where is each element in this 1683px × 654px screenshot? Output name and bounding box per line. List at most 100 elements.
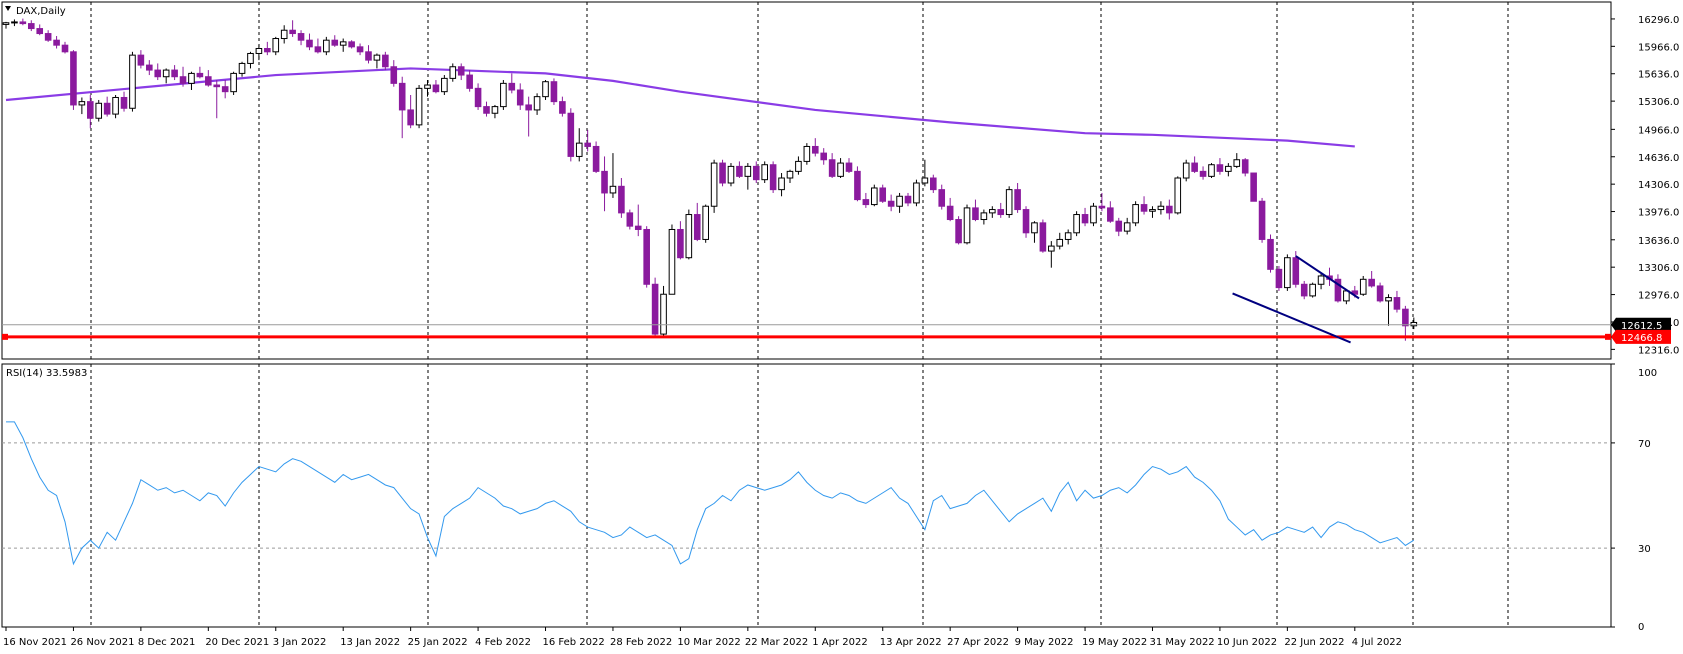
candle-body bbox=[415, 87, 423, 126]
candle-body bbox=[1073, 214, 1080, 234]
candle-body bbox=[904, 195, 912, 204]
candle-bear bbox=[297, 30, 305, 46]
candle-body bbox=[441, 77, 448, 93]
candle-bear bbox=[946, 197, 954, 222]
candle-bear bbox=[103, 96, 111, 117]
candle-bear bbox=[879, 184, 887, 203]
candle-bull bbox=[373, 53, 381, 69]
candle-body bbox=[618, 185, 625, 214]
wedge-lower-line bbox=[1232, 292, 1351, 344]
candle-bear bbox=[1115, 217, 1123, 237]
candle-body bbox=[938, 189, 946, 207]
candle-body bbox=[946, 205, 954, 221]
candle-bear bbox=[314, 38, 322, 54]
price-axis-label: 13306.0 bbox=[1638, 263, 1679, 274]
candle-body bbox=[1250, 172, 1257, 202]
rsi-axis-label: 100 bbox=[1638, 368, 1657, 379]
candle-body bbox=[1292, 257, 1300, 285]
candle-bear bbox=[1216, 158, 1224, 175]
candle-body bbox=[752, 165, 760, 181]
candle-bull bbox=[1317, 272, 1325, 290]
candle-body bbox=[1064, 232, 1072, 240]
candle-bull bbox=[1225, 163, 1232, 177]
candle-bull bbox=[188, 71, 195, 91]
price-axis-label: 12316.0 bbox=[1638, 345, 1679, 356]
candle-bear bbox=[1275, 266, 1283, 291]
candle-body bbox=[1393, 297, 1401, 310]
candle-bear bbox=[1258, 197, 1266, 243]
candle-body bbox=[921, 177, 929, 184]
candle-bull bbox=[129, 51, 136, 112]
candle-bear bbox=[348, 40, 355, 49]
title-dropdown-icon[interactable] bbox=[5, 6, 11, 11]
candle-bear bbox=[904, 192, 912, 207]
candle-body bbox=[1216, 164, 1224, 172]
candle-body bbox=[1048, 245, 1055, 252]
candle-body bbox=[1368, 278, 1375, 287]
candle-bear bbox=[634, 204, 642, 237]
candle-bear bbox=[1393, 290, 1401, 313]
time-axis-label: 4 Jul 2022 bbox=[1352, 637, 1402, 648]
candle-bear bbox=[87, 94, 94, 129]
candle-bear bbox=[289, 20, 296, 37]
candle-body bbox=[1309, 283, 1316, 297]
candle-body bbox=[11, 21, 18, 24]
price-panel: DAX,Daily bbox=[1, 1, 1612, 360]
candle-body bbox=[668, 228, 676, 295]
candle-body bbox=[989, 209, 996, 214]
candle-body bbox=[27, 23, 35, 30]
candle-body bbox=[1300, 283, 1308, 297]
candle-body bbox=[516, 89, 524, 106]
candle-bear bbox=[1191, 156, 1198, 174]
time-axis-label: 3 Jan 2022 bbox=[273, 637, 327, 648]
candle-body bbox=[1090, 205, 1097, 224]
candle-body bbox=[356, 46, 364, 53]
candle-body bbox=[845, 162, 853, 172]
moving-average-line bbox=[5, 67, 1355, 148]
time-axis-label: 10 Mar 2022 bbox=[677, 637, 740, 648]
candle-body bbox=[727, 165, 735, 184]
candle-body bbox=[828, 159, 836, 177]
candle-bull bbox=[660, 285, 667, 338]
candle-body bbox=[525, 104, 532, 111]
candle-bull bbox=[272, 36, 280, 56]
candle-bear bbox=[930, 174, 937, 193]
candle-bull bbox=[11, 19, 18, 27]
candle-body bbox=[78, 101, 86, 106]
candle-body bbox=[803, 145, 811, 162]
time-axis-label: 13 Jan 2022 bbox=[340, 637, 400, 648]
candle-bear bbox=[1166, 199, 1173, 220]
candle-body bbox=[87, 101, 94, 119]
candle-body bbox=[221, 86, 229, 93]
candle-bear bbox=[820, 148, 828, 165]
time-axis-label: 28 Feb 2022 bbox=[610, 637, 672, 648]
price-axis-label: 16296.0 bbox=[1638, 15, 1679, 26]
candle-body bbox=[736, 165, 743, 177]
candle-bull bbox=[1064, 229, 1072, 245]
candle-bear bbox=[171, 65, 178, 81]
candle-body bbox=[407, 109, 414, 126]
candle-bull bbox=[1048, 241, 1055, 268]
candle-bull bbox=[1174, 176, 1182, 215]
price-levels bbox=[2, 324, 1611, 340]
price-axis-label: 15636.0 bbox=[1638, 70, 1679, 81]
candle-body bbox=[761, 164, 769, 181]
candle-bull bbox=[247, 51, 254, 69]
candle-bear bbox=[407, 94, 414, 129]
price-axis: 16296.0 15966.0 15636.0 15306.0 14966.0 14636… bbox=[1611, 15, 1679, 356]
candle-bear bbox=[44, 30, 52, 42]
candle-body bbox=[533, 96, 541, 111]
candle-body bbox=[820, 152, 828, 161]
candle-bull bbox=[1410, 317, 1418, 330]
candle-bear bbox=[1250, 172, 1257, 202]
support-anchor-left bbox=[2, 333, 8, 340]
candle-bull bbox=[415, 85, 423, 129]
support-anchor-right bbox=[1605, 333, 1611, 340]
candle-body bbox=[188, 72, 195, 84]
candle-bull bbox=[449, 63, 457, 82]
candle-body bbox=[685, 214, 693, 259]
rsi-title: RSI(14) 33.5983 bbox=[6, 368, 87, 379]
price-axis-label: 13976.0 bbox=[1638, 208, 1679, 219]
candle-bull bbox=[1385, 294, 1392, 326]
candle-bear bbox=[955, 216, 962, 245]
